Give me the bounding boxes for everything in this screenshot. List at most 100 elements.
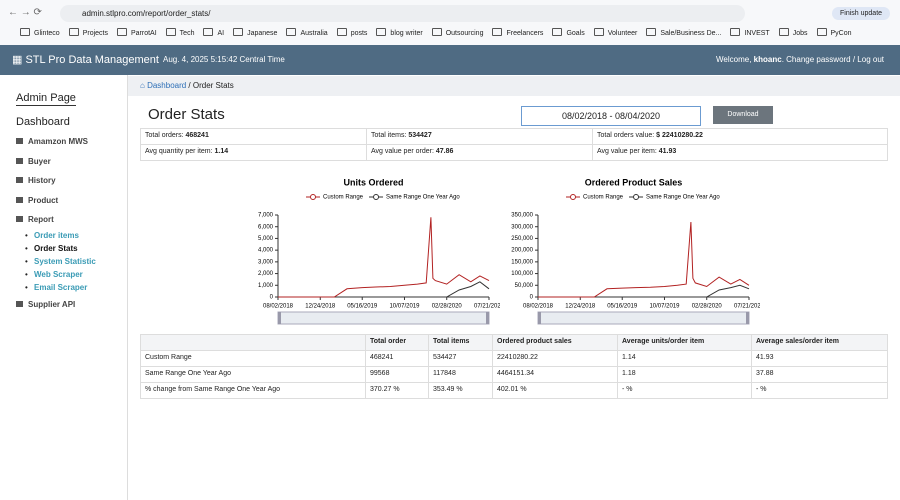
y-tick-label: 100,000 bbox=[511, 271, 533, 277]
browser-chrome: ← → ⟳ admin.stlpro.com/report/order_stat… bbox=[0, 0, 900, 46]
x-tick-label: 10/07/2019 bbox=[389, 304, 420, 310]
user-menu: Welcome, khoanc. Change password / Log o… bbox=[716, 55, 884, 64]
y-tick-label: 6,000 bbox=[258, 224, 274, 230]
sidebar-sublink[interactable]: Order Stats bbox=[34, 243, 78, 253]
table-cell: 370.27 % bbox=[365, 382, 429, 399]
bookmark[interactable]: blog writer bbox=[376, 28, 422, 37]
legend-label: Same Range One Year Ago bbox=[386, 195, 460, 201]
x-tick-label: 08/02/2018 bbox=[263, 304, 294, 310]
sidebar-link[interactable]: Amamzon MWS bbox=[28, 137, 88, 146]
bookmark[interactable]: posts bbox=[337, 28, 368, 37]
bookmark[interactable]: INVEST bbox=[730, 28, 769, 37]
range-handle bbox=[538, 312, 541, 324]
sidebar-link[interactable]: History bbox=[28, 176, 56, 185]
sidebar-bullet: • bbox=[25, 230, 28, 240]
sidebar-sublink[interactable]: Email Scraper bbox=[34, 282, 88, 292]
y-tick-label: 7,000 bbox=[258, 213, 274, 219]
bookmark[interactable]: Projects bbox=[69, 28, 108, 37]
range-handle bbox=[486, 312, 489, 324]
y-tick-label: 4,000 bbox=[258, 248, 274, 254]
sidebar-icon bbox=[16, 196, 23, 203]
x-tick-label: 07/21/2020 bbox=[474, 304, 500, 310]
legend-marker bbox=[570, 194, 576, 200]
table-cell: 41.93 bbox=[751, 350, 888, 367]
address-bar[interactable]: admin.stlpro.com/report/order_stats/ bbox=[60, 5, 745, 22]
sidebar-sublink[interactable]: Order items bbox=[34, 230, 79, 240]
summary-label: Total items: bbox=[371, 132, 407, 139]
summary-label: Total orders value: bbox=[597, 132, 655, 139]
chart-title: Units Ordered bbox=[343, 177, 403, 187]
sidebar-link[interactable]: Buyer bbox=[28, 156, 51, 166]
x-tick-label: 10/07/2019 bbox=[649, 304, 680, 310]
brand-text: STL Pro Data Management bbox=[25, 54, 159, 66]
bookmark[interactable]: Jobs bbox=[779, 28, 808, 37]
download-button[interactable]: Download bbox=[713, 106, 773, 124]
welcome: Welcome, bbox=[716, 55, 752, 64]
summary-value: 47.86 bbox=[435, 148, 454, 155]
table-cell: Custom Range bbox=[140, 350, 366, 367]
bookmark[interactable]: Glinteco bbox=[20, 28, 60, 37]
app-header: ▦ STL Pro Data Management Aug. 4, 2025 5… bbox=[0, 45, 900, 75]
bookmarks-bar: Glinteco Projects ParrotAI Tech AI Japanese Au… bbox=[20, 28, 852, 37]
summary-cell: Avg value per item: 41.93 bbox=[592, 144, 888, 161]
bookmark[interactable]: Outsourcing bbox=[432, 28, 484, 37]
chart: Ordered Product Sales Custom Range Same Ra… bbox=[511, 177, 760, 325]
logout-link[interactable]: Log out bbox=[857, 55, 884, 64]
summary-value: 534427 bbox=[408, 132, 432, 139]
bookmark[interactable]: Sale/Business De... bbox=[646, 28, 721, 37]
y-tick-label: 3,000 bbox=[258, 259, 274, 265]
date-range-input[interactable]: 08/02/2018 - 08/04/2020 bbox=[521, 106, 701, 126]
y-tick-label: 150,000 bbox=[511, 259, 533, 265]
nav-buttons[interactable]: ← → ⟳ bbox=[8, 7, 42, 18]
bookmark[interactable]: Goals bbox=[552, 28, 584, 37]
bookmark[interactable]: Australia bbox=[286, 28, 327, 37]
bookmark[interactable]: PyCon bbox=[817, 28, 852, 37]
y-tick-label: 0 bbox=[530, 295, 534, 301]
series-line bbox=[278, 217, 490, 298]
sidebar-link[interactable]: Report bbox=[28, 215, 54, 224]
bookmark[interactable]: AI bbox=[203, 28, 224, 37]
dashboard-link[interactable]: Dashboard bbox=[16, 116, 70, 128]
finish-update-button[interactable]: Finish update bbox=[832, 7, 891, 20]
datetime: Aug. 4, 2025 5:15:42 Central Time bbox=[163, 55, 285, 64]
y-tick-label: 50,000 bbox=[515, 283, 534, 289]
legend-label: Custom Range bbox=[323, 195, 364, 201]
sidebar-sublink[interactable]: System Statistic bbox=[34, 256, 96, 266]
breadcrumb-home[interactable]: ⌂ Dashboard bbox=[140, 81, 187, 90]
table-header: Average sales/order item bbox=[751, 334, 888, 351]
bookmark[interactable]: Japanese bbox=[233, 28, 277, 37]
legend-label: Custom Range bbox=[583, 195, 624, 201]
table-cell: 4464151.34 bbox=[492, 366, 618, 383]
table-header: Average units/order item bbox=[617, 334, 752, 351]
bookmark[interactable]: Volunteer bbox=[594, 28, 638, 37]
legend-marker bbox=[633, 194, 640, 200]
table-cell: 402.01 % bbox=[492, 382, 618, 399]
brand[interactable]: ▦ STL Pro Data Management bbox=[12, 54, 159, 66]
x-tick-label: 05/16/2019 bbox=[347, 304, 378, 310]
y-tick-label: 250,000 bbox=[511, 236, 533, 242]
legend-label: Same Range One Year Ago bbox=[646, 195, 720, 201]
x-tick-label: 05/16/2019 bbox=[607, 304, 638, 310]
bookmark[interactable]: ParrotAI bbox=[117, 28, 157, 37]
y-tick-label: 5,000 bbox=[258, 236, 274, 242]
y-tick-label: 300,000 bbox=[511, 224, 533, 230]
y-tick-label: 200,000 bbox=[511, 248, 533, 254]
sidebar-sublink[interactable]: Web Scraper bbox=[34, 269, 83, 279]
sidebar-link[interactable]: Supplier API bbox=[28, 299, 76, 309]
summary-cell: Avg value per order: 47.86 bbox=[366, 144, 593, 161]
x-tick-label: 12/24/2018 bbox=[565, 304, 596, 310]
y-tick-label: 350,000 bbox=[511, 213, 533, 219]
table-cell: 37.88 bbox=[751, 366, 888, 383]
admin-title[interactable]: Admin Page bbox=[16, 92, 76, 106]
table-cell: 99568 bbox=[365, 366, 429, 383]
bookmark[interactable]: Freelancers bbox=[492, 28, 543, 37]
table-cell: 22410280.22 bbox=[492, 350, 618, 367]
change-password-link[interactable]: Change password bbox=[786, 55, 851, 64]
sidebar-icon bbox=[16, 138, 23, 144]
sidebar-icon bbox=[16, 216, 23, 222]
bookmark[interactable]: Tech bbox=[166, 28, 195, 37]
x-tick-label: 02/28/2020 bbox=[432, 304, 463, 310]
sidebar-link[interactable]: Product bbox=[28, 195, 59, 205]
sidebar-icon bbox=[16, 177, 23, 183]
sidebar: Admin Page Dashboard Amamzon MWS Buyer His… bbox=[0, 75, 128, 500]
